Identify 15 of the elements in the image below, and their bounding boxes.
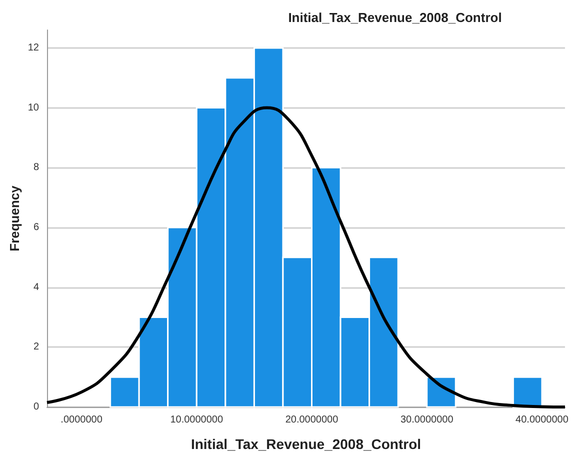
x-tick-label: 30.0000000 <box>400 414 454 426</box>
chart-title: Initial_Tax_Revenue_2008_Control <box>288 10 502 25</box>
y-axis-title: Frequency <box>7 184 22 252</box>
x-axis-title: Initial_Tax_Revenue_2008_Control <box>190 436 422 452</box>
y-tick-label: 2 <box>33 342 40 353</box>
y-tick-label: 0 <box>33 402 40 412</box>
x-tick-label: 20.0000000 <box>285 414 339 426</box>
y-tick-label: 4 <box>33 282 40 293</box>
x-tick-label: 10.0000000 <box>170 414 224 426</box>
y-tick-label: 12 <box>28 42 40 54</box>
y-tick-label: 6 <box>33 222 40 233</box>
x-tick-label: .0000000 <box>60 414 103 426</box>
x-tick-label: 40.0000000 <box>516 414 569 426</box>
y-tick-label: 10 <box>28 102 40 114</box>
y-tick-label: 8 <box>33 162 40 174</box>
